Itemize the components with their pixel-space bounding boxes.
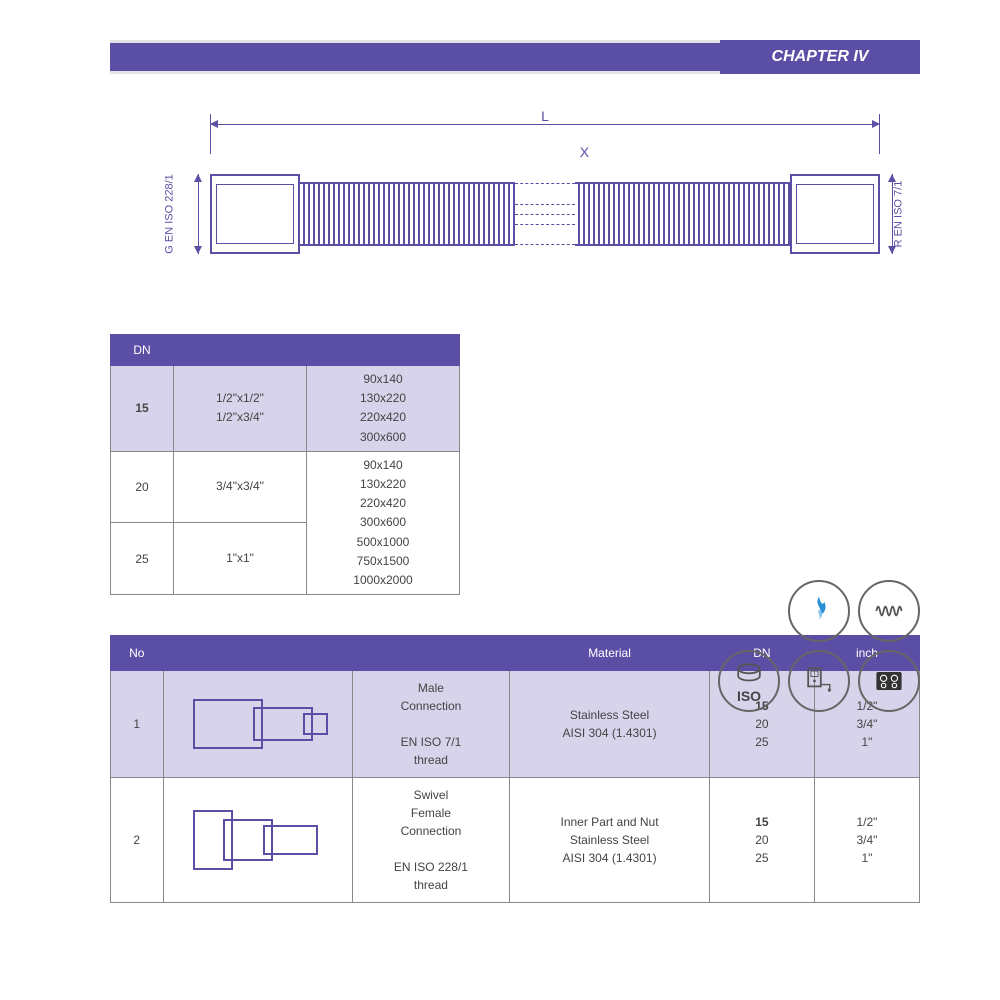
table-header [163,636,352,671]
table-row: 151/2"x1/2"1/2"x3/4"90x140130x220220x420… [111,366,460,452]
corrugated-section [575,182,790,246]
table-header: DN [111,335,174,366]
gas-icon [788,580,850,642]
component-drawing [183,689,333,759]
table-header [174,335,307,366]
left-connector-drawing [210,174,300,254]
heater-icon [788,650,850,712]
chapter-badge: CHAPTER IV [720,40,920,74]
table-header [352,636,510,671]
hob-icon [858,650,920,712]
coil-icon [858,580,920,642]
header-bar: CHAPTER IV [110,40,920,74]
right-connector-drawing [790,174,880,254]
dim-L-label: L [535,108,555,124]
corrugated-section [300,182,515,246]
component-drawing [183,805,333,875]
table-header [307,335,460,366]
technical-diagram: L X G EN ISO 228/1 R EN ISO 7/1 [110,114,920,304]
break-gap [515,183,575,245]
iso-icon: ISO [718,650,780,712]
table-row: 203/4"x3/4"90x140130x220220x420300x60050… [111,451,460,523]
feature-icons: ISO [718,580,920,712]
dimensions-table: DN 151/2"x1/2"1/2"x3/4"90x140130x220220x… [110,334,460,595]
table-header: Material [510,636,710,671]
table-row: 2 SwivelFemaleConnectionEN ISO 228/1thre… [111,778,920,903]
table-header: No [111,636,164,671]
left-standard-label: G EN ISO 228/1 [164,174,176,253]
